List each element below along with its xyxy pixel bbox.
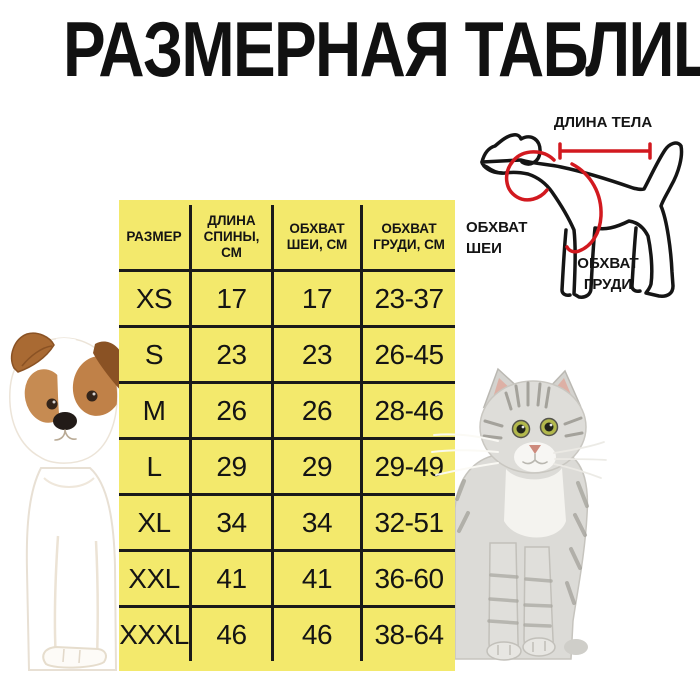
size-cell: XXL <box>119 549 189 605</box>
back-length-cell: 26 <box>189 381 271 437</box>
neck-girth-cell: 46 <box>271 605 360 661</box>
dog-nose <box>53 412 77 430</box>
neck-girth-label: ОБХВАТ ШЕИ <box>466 219 528 257</box>
dog-photo <box>9 332 126 671</box>
dog-body <box>25 467 118 671</box>
dog-left-ear <box>10 332 55 373</box>
neck-girth-cell: 34 <box>271 493 360 549</box>
page-title: РАЗМЕРНАЯ ТАБЛИЦА <box>63 5 700 93</box>
neck-girth-cell: 23 <box>271 325 360 381</box>
size-cell: XXXL <box>119 605 189 661</box>
neck-girth-cell: 29 <box>271 437 360 493</box>
dog-right-ear <box>93 341 126 396</box>
dog-outline <box>480 133 684 299</box>
dog-eye <box>86 390 98 402</box>
back-length-cell: 29 <box>189 437 271 493</box>
back-length-cell: 46 <box>189 605 271 661</box>
chest-girth-cell: 38-64 <box>360 605 455 661</box>
column-header-back-length: ДЛИНА СПИНЫ, СМ <box>189 205 271 269</box>
neck-girth-mark <box>504 150 556 202</box>
dog-head <box>9 332 126 464</box>
cat-head <box>479 367 607 479</box>
dog-eye <box>46 398 58 410</box>
chest-girth-label: ОБХВАТ ГРУДИ <box>577 255 639 293</box>
chest-girth-cell: 23-37 <box>360 269 455 325</box>
chest-girth-cell: 36-60 <box>360 549 455 605</box>
chest-girth-cell: 28-46 <box>360 381 455 437</box>
cat-chest <box>504 468 566 538</box>
size-table: РАЗМЕР ДЛИНА СПИНЫ, СМ ОБХВАТ ШЕИ, СМ ОБ… <box>119 200 455 671</box>
column-header-size: РАЗМЕР <box>126 228 182 244</box>
cat-paw <box>486 641 522 661</box>
chest-girth-cell: 26-45 <box>360 325 455 381</box>
back-length-cell: 41 <box>189 549 271 605</box>
back-length-cell: 34 <box>189 493 271 549</box>
neck-girth-cell: 26 <box>271 381 360 437</box>
column-header-neck-girth: ОБХВАТ ШЕИ, СМ <box>271 205 360 269</box>
back-length-cell: 23 <box>189 325 271 381</box>
dog-outline-drawing <box>480 133 684 299</box>
neck-girth-cell: 41 <box>271 549 360 605</box>
cat-photo <box>454 367 607 661</box>
measurement-diagram: ДЛИНА ТЕЛА ОБХВАТ ШЕИ ОБХВАТ ГРУДИ <box>455 100 700 305</box>
body-length-mark <box>558 142 652 160</box>
chest-girth-cell: 32-51 <box>360 493 455 549</box>
cat-paw <box>522 637 556 657</box>
size-cell: S <box>119 325 189 381</box>
column-header-chest-girth: ОБХВАТ ГРУДИ, СМ <box>360 205 455 269</box>
size-cell: XS <box>119 269 189 325</box>
cat-body <box>454 454 589 661</box>
chest-girth-mark <box>565 162 603 254</box>
body-length-label: ДЛИНА ТЕЛА <box>553 114 653 131</box>
size-cell: L <box>119 437 189 493</box>
back-length-cell: 17 <box>189 269 271 325</box>
neck-girth-cell: 17 <box>271 269 360 325</box>
cat-nose <box>529 445 541 454</box>
size-cell: M <box>119 381 189 437</box>
measurement-marks <box>504 142 652 254</box>
chest-girth-cell: 29-49 <box>360 437 455 493</box>
size-cell: XL <box>119 493 189 549</box>
